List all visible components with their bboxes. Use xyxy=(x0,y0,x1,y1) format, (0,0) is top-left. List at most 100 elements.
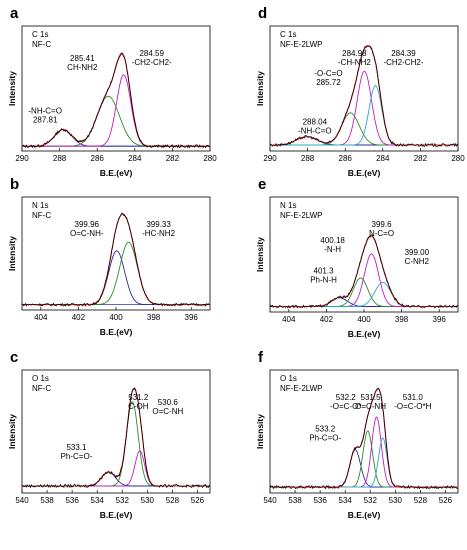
panel-title: N 1s xyxy=(280,201,296,210)
y-axis-label: Intensity xyxy=(7,71,17,106)
envelope-fit xyxy=(22,387,210,487)
y-axis-label: Intensity xyxy=(255,237,265,272)
plot-frame xyxy=(21,369,211,494)
x-tick-label: 530 xyxy=(389,496,403,505)
plot-frame xyxy=(269,25,459,152)
panel-subtitle: NF-E-2LWP xyxy=(280,40,323,49)
y-axis-label: Intensity xyxy=(255,414,265,449)
x-tick-label: 526 xyxy=(191,496,205,505)
x-tick-label: 288 xyxy=(53,154,67,163)
peak-annotation: 284.59 -CH2-CH2- xyxy=(132,49,172,67)
x-tick-label: 288 xyxy=(301,154,315,163)
peak-annotation: 530.6 O=C-NH xyxy=(152,398,183,416)
x-tick-label: 536 xyxy=(313,496,327,505)
x-tick-label: 540 xyxy=(263,496,277,505)
peak-annotation: 532.2 -O=C-O* xyxy=(330,393,361,411)
x-tick-label: 282 xyxy=(166,154,180,163)
peak-annotation: 531.2 C-OH xyxy=(128,393,149,411)
peak-annotation: 399.00 C-NH2 xyxy=(405,248,430,266)
panel-title: C 1s xyxy=(280,30,296,39)
x-tick-label: 534 xyxy=(91,496,105,505)
peak-annotation: -NH-C=O 287.81 xyxy=(28,107,62,125)
x-tick-label: 536 xyxy=(65,496,79,505)
peak-annotation: 284.98 -CH-NH2 xyxy=(338,49,371,67)
x-tick-label: 402 xyxy=(72,313,86,322)
x-tick-label: 290 xyxy=(263,154,277,163)
peak-annotation: 401.3 Ph-N-H xyxy=(310,266,337,284)
peak-annotation: 284.39 -CH2-CH2- xyxy=(383,49,423,67)
raw-spectrum xyxy=(269,234,459,309)
panel-title: O 1s xyxy=(280,374,297,383)
x-tick-label: 400 xyxy=(109,313,123,322)
x-tick-label: 400 xyxy=(357,315,371,324)
component-peak xyxy=(22,129,210,147)
x-tick-label: 538 xyxy=(40,496,54,505)
y-axis-label: Intensity xyxy=(7,236,17,271)
peak-annotation: 288.04 -NH-C=O xyxy=(298,118,332,136)
x-tick-label: 398 xyxy=(395,315,409,324)
y-axis-label: Intensity xyxy=(255,71,265,106)
x-tick-label: 532 xyxy=(116,496,130,505)
x-tick-label: 532 xyxy=(364,496,378,505)
x-axis-label: B.E.(eV) xyxy=(100,168,133,178)
peak-annotation: 400.18 -N-H xyxy=(320,236,345,254)
panel-title: C 1s xyxy=(32,30,48,39)
x-axis-label: B.E.(eV) xyxy=(348,168,381,178)
x-tick-label: 286 xyxy=(339,154,353,163)
panel-subtitle: NF-C xyxy=(32,384,51,393)
x-tick-label: 404 xyxy=(282,315,296,324)
envelope-fit xyxy=(22,52,210,147)
component-peak xyxy=(22,250,210,306)
x-tick-label: 398 xyxy=(147,313,161,322)
x-axis-label: B.E.(eV) xyxy=(348,329,381,339)
panel-label: a xyxy=(10,5,19,22)
component-peak xyxy=(270,277,458,307)
panel-label: e xyxy=(258,176,266,193)
x-tick-label: 526 xyxy=(439,496,453,505)
x-tick-label: 286 xyxy=(91,154,105,163)
component-peak xyxy=(270,85,458,146)
peak-annotation: 531.5 O=C-NH xyxy=(355,393,386,411)
x-tick-label: 538 xyxy=(288,496,302,505)
raw-spectrum xyxy=(269,387,459,490)
peak-annotation: 399.96 O=C-NH- xyxy=(70,220,104,238)
x-tick-label: 534 xyxy=(339,496,353,505)
panel-label: d xyxy=(258,5,267,22)
panel-subtitle: NF-C xyxy=(32,211,51,220)
x-tick-label: 284 xyxy=(128,154,142,163)
peak-annotation: 399.33 -HC-NH2 xyxy=(142,220,175,238)
y-axis-label: Intensity xyxy=(7,414,17,449)
x-tick-label: 396 xyxy=(433,315,447,324)
peak-annotation: 399.6 N-C=O xyxy=(369,220,394,238)
panel-label: b xyxy=(10,176,19,193)
peak-annotation: 285.41 CH-NH2 xyxy=(67,54,98,72)
panel-subtitle: NF-C xyxy=(32,40,51,49)
x-axis-label: B.E.(eV) xyxy=(348,510,381,520)
panel-subtitle: NF-E-2LWP xyxy=(280,384,323,393)
x-tick-label: 284 xyxy=(376,154,390,163)
peak-annotation: 531.0 -O=C-O*H xyxy=(394,393,431,411)
envelope-fit xyxy=(270,235,458,308)
raw-spectrum xyxy=(21,212,211,307)
panel-title: O 1s xyxy=(32,374,49,383)
component-peak xyxy=(270,281,458,307)
x-tick-label: 280 xyxy=(203,154,217,163)
x-tick-label: 404 xyxy=(34,313,48,322)
x-tick-label: 280 xyxy=(451,154,465,163)
panel-label: c xyxy=(10,349,18,366)
x-tick-label: 290 xyxy=(15,154,29,163)
x-tick-label: 530 xyxy=(141,496,155,505)
raw-spectrum xyxy=(21,52,211,149)
peak-annotation: 533.2 Ph-C=O- xyxy=(309,425,341,443)
component-peak xyxy=(22,450,210,487)
x-tick-label: 540 xyxy=(15,496,29,505)
x-tick-label: 402 xyxy=(320,315,334,324)
raw-spectrum xyxy=(269,45,459,148)
x-tick-label: 282 xyxy=(414,154,428,163)
